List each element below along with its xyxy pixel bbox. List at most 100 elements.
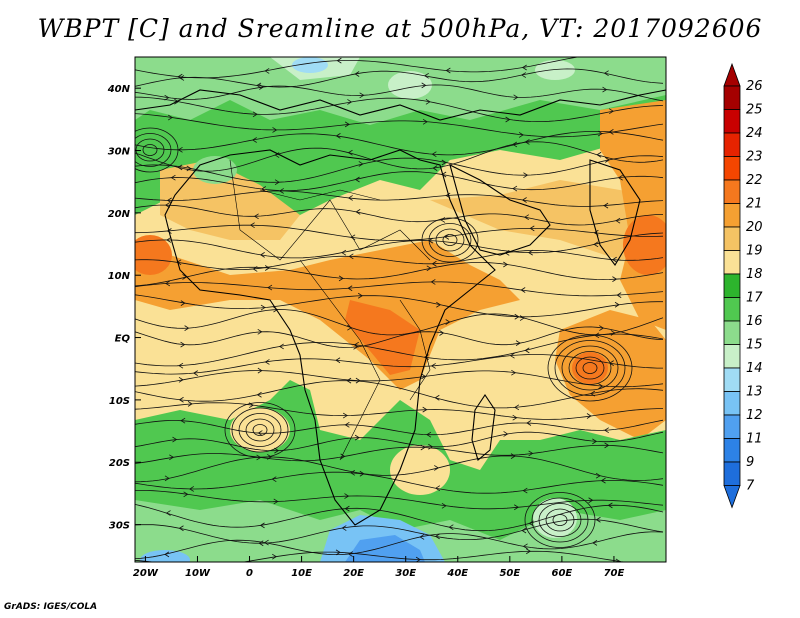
streamline-arrow (434, 394, 440, 401)
streamline-arrow (347, 324, 353, 331)
streamline-arrow (602, 51, 606, 56)
colorbar-segment (723, 391, 741, 416)
streamline-arrow (344, 121, 350, 128)
streamline (135, 113, 664, 138)
streamline (135, 96, 664, 123)
colorbar-label: 19 (746, 244, 763, 259)
field-tropical-band (135, 240, 520, 390)
streamline-arrow (178, 396, 184, 403)
streamline-arrow (172, 436, 178, 443)
colorbar-segment (723, 344, 741, 369)
streamline-arrow (615, 217, 621, 224)
streamline-arrow (521, 527, 527, 534)
streamline-arrow (527, 249, 533, 256)
streamline (135, 419, 664, 436)
streamline-arrow (519, 315, 525, 321)
vortex-streamline (552, 514, 568, 526)
streamline-arrow (595, 472, 601, 479)
streamline-arrow (426, 265, 432, 272)
arabia-coastline (449, 163, 551, 256)
streamline-arrow (434, 465, 440, 471)
vortex-streamline (538, 503, 582, 537)
streamline-arrow (529, 225, 535, 232)
vortex-streamline (135, 133, 172, 167)
colorbar-label: 24 (746, 126, 763, 141)
streamline-arrow (430, 279, 436, 285)
colorbar-label: 25 (746, 103, 763, 118)
streamline-arrow (434, 533, 440, 540)
field-south-blue-west (140, 550, 190, 562)
streamline-arrow (169, 454, 175, 461)
streamline-arrow (514, 504, 519, 511)
streamline-arrow (526, 548, 532, 555)
streamline-arrow (165, 510, 171, 516)
streamline-arrow (354, 434, 360, 441)
colorbar-label: 16 (746, 314, 763, 329)
streamline-arrow (166, 228, 172, 234)
vortex-streamline (575, 356, 605, 380)
streamline-arrow (524, 139, 530, 145)
streamline-arrow (602, 86, 608, 93)
vortex-streamline (442, 234, 458, 246)
streamline-arrow (166, 237, 172, 243)
streamline-arrow (612, 276, 618, 282)
streamline-arrow (523, 172, 529, 178)
latitude-axis: 40N 30N 20N 10N EQ 10S 20S 30S (107, 84, 141, 532)
vortex-streamline (428, 223, 472, 257)
streamline-arrow (608, 129, 614, 135)
streamline-arrow (272, 553, 277, 560)
lon-label: 40E (446, 568, 468, 579)
streamline-arrow (617, 174, 623, 181)
streamline-arrow (448, 524, 454, 531)
streamline-arrow (615, 558, 621, 562)
streamline (135, 68, 664, 88)
vortex-streamline (231, 407, 289, 453)
streamline-arrow (441, 502, 447, 509)
streamline-arrow (415, 556, 421, 562)
streamline-arrow (514, 404, 520, 411)
streamline-arrow (595, 516, 601, 523)
streamline-arrow (528, 450, 534, 457)
streamline-arrow (610, 330, 616, 336)
streamline-arrow (176, 259, 182, 266)
streamline-arrow (592, 540, 598, 546)
field-westafrica-orange (135, 235, 172, 275)
coastlines (135, 89, 666, 526)
streamline-arrow (249, 222, 255, 229)
streamline (135, 232, 664, 259)
streamline-arrow (347, 195, 353, 201)
streamline-arrow (524, 214, 530, 221)
colorbar-bottom-arrow (723, 485, 741, 509)
streamline-arrow (607, 502, 613, 509)
streamline (135, 431, 664, 452)
streamline-arrow (257, 367, 263, 374)
colorbar-label: 7 (746, 479, 755, 494)
lat-label: 30S (109, 521, 130, 532)
streamline-arrow (604, 442, 610, 449)
streamline-arrow (341, 525, 347, 531)
streamline-arrow (593, 241, 599, 248)
field-north-blue-spot2 (292, 57, 328, 73)
streamline-arrow (611, 256, 617, 263)
colorbar-segment (723, 156, 741, 181)
streamline (135, 204, 664, 226)
streamline-arrow (273, 498, 279, 505)
streamline (135, 504, 664, 532)
streamline-arrow (422, 406, 428, 413)
streamline (135, 550, 629, 562)
plot-area (135, 51, 666, 562)
field-sahara-green (193, 156, 237, 184)
colorbar-segment (723, 273, 741, 298)
streamline-arrow (267, 454, 273, 460)
colorbar-label: 14 (746, 361, 763, 376)
streamline-arrow (252, 111, 258, 118)
streamline-arrow (259, 84, 265, 90)
streamline-arrow (354, 176, 360, 183)
streamline-arrow (258, 540, 264, 547)
streamline-arrow (179, 75, 185, 81)
lon-label: 20E (343, 568, 364, 579)
colorbar-label: 26 (746, 79, 763, 94)
colorbar-segment (723, 250, 741, 275)
streamline-arrow (614, 301, 620, 308)
streamline-arrow (164, 551, 170, 558)
